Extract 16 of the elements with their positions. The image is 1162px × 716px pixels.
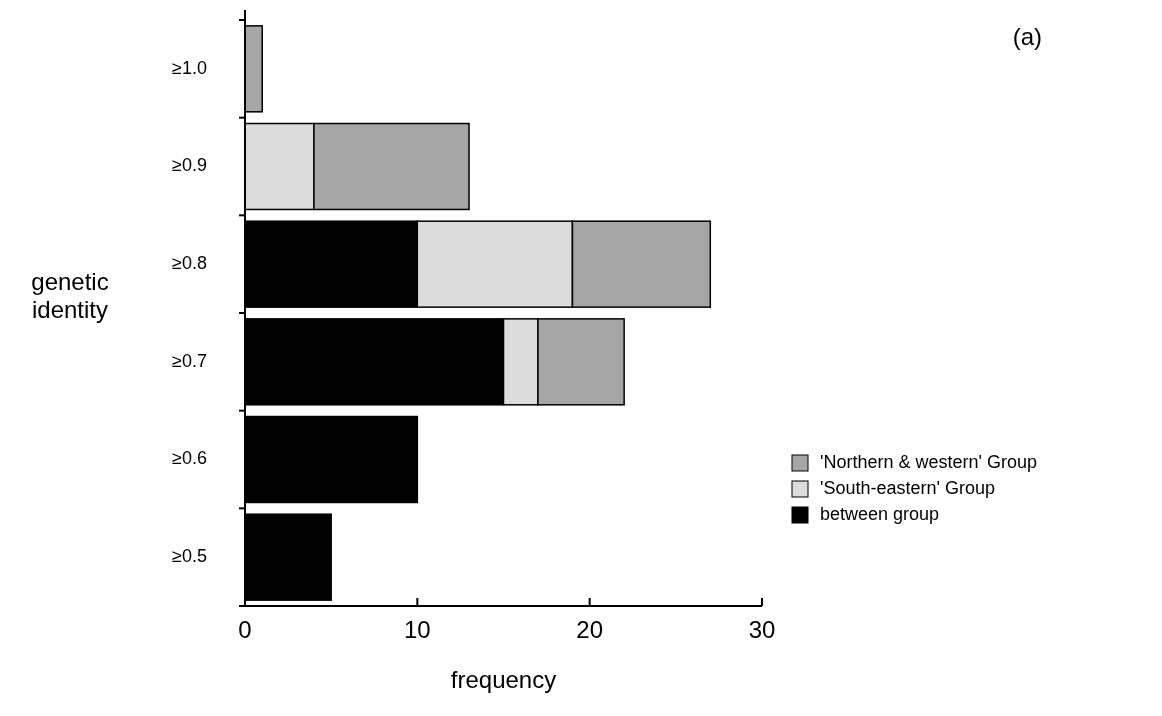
y-tick-label: ≥0.6	[172, 448, 207, 469]
x-axis-title: frequency	[450, 666, 557, 693]
y-tick-label: ≥0.5	[172, 545, 207, 566]
y-tick-label: ≥0.7	[172, 350, 207, 371]
y-tick-label: ≥1.0	[172, 57, 207, 78]
y-tick-label: ≥0.8	[172, 252, 207, 273]
x-tick-label: 30	[748, 616, 776, 643]
text: (a)	[1012, 23, 1042, 50]
x-tick-label: 20	[576, 616, 604, 643]
legend-label: 'South-eastern' Group	[820, 478, 995, 498]
legend-label: 'Northern & western' Group	[820, 452, 1037, 472]
x-tick-label: 10	[403, 616, 431, 643]
x-tick-label: 0	[238, 616, 252, 643]
y-axis-title: genetic identity	[31, 268, 109, 323]
legend-label: between group	[820, 504, 940, 524]
y-tick-label: ≥0.9	[172, 155, 207, 176]
